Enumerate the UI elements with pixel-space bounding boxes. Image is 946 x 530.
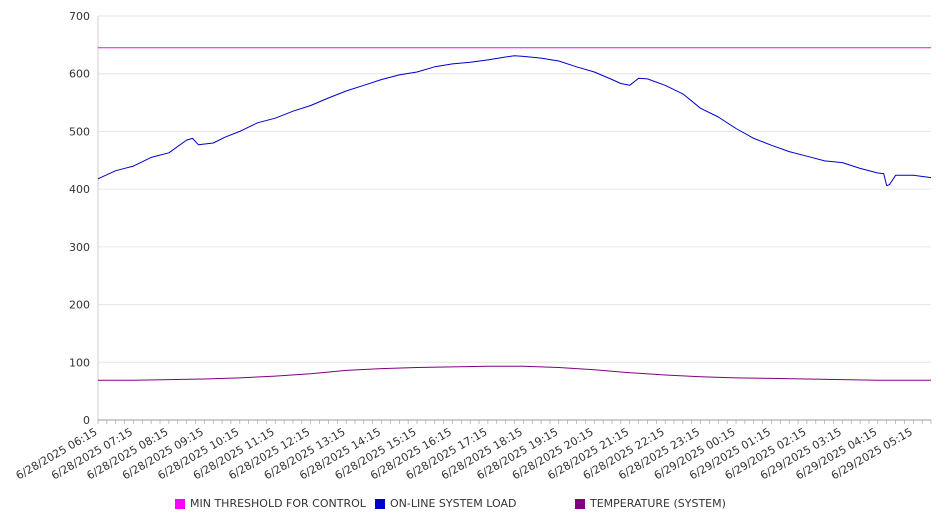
legend-swatch <box>375 498 385 509</box>
legend-item: MIN THRESHOLD FOR CONTROL <box>175 497 366 510</box>
y-tick-label: 400 <box>69 183 90 196</box>
y-tick-label: 200 <box>69 299 90 312</box>
legend: MIN THRESHOLD FOR CONTROL ON-LINE SYSTEM … <box>0 497 946 517</box>
y-tick-label: 600 <box>69 68 90 81</box>
legend-item: ON-LINE SYSTEM LOAD <box>375 497 516 510</box>
y-tick-label: 500 <box>69 125 90 138</box>
legend-swatch <box>575 498 585 509</box>
legend-label: ON-LINE SYSTEM LOAD <box>390 497 517 510</box>
y-tick-label: 700 <box>69 10 90 23</box>
series-line-temperature-system <box>98 365 931 381</box>
y-tick-label: 300 <box>69 241 90 254</box>
legend-label: MIN THRESHOLD FOR CONTROL <box>190 497 366 510</box>
legend-label: TEMPERATURE (SYSTEM) <box>590 497 726 510</box>
legend-item: TEMPERATURE (SYSTEM) <box>575 497 726 510</box>
y-tick-label: 0 <box>83 414 90 427</box>
legend-swatch <box>175 498 185 509</box>
series-line-on-line-system-load <box>97 55 932 187</box>
y-tick-label: 100 <box>69 356 90 369</box>
